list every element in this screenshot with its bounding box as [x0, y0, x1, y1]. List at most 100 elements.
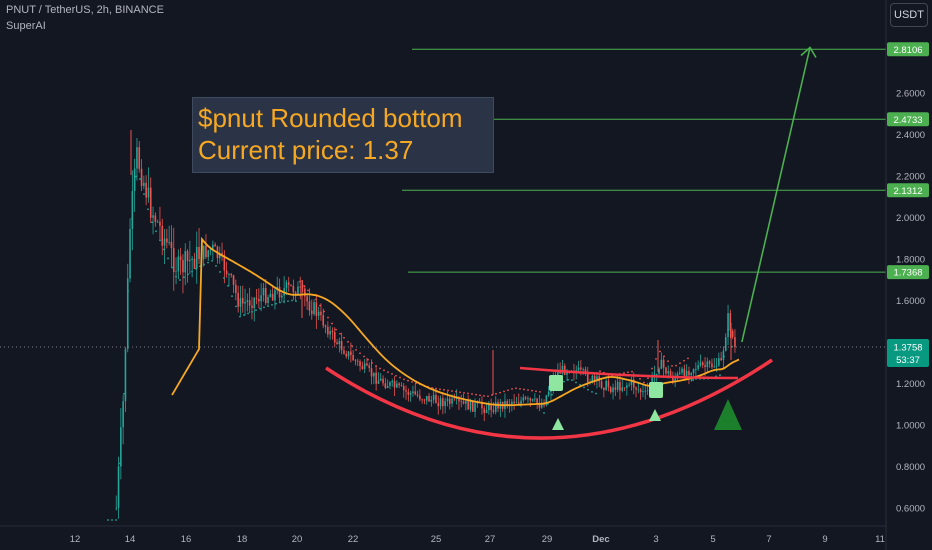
currency-button[interactable]: USDT: [890, 3, 928, 27]
candle-body: [416, 394, 419, 396]
candle-body: [674, 378, 676, 383]
candle-body: [271, 293, 274, 301]
candle-body: [161, 225, 164, 246]
trend-dot: [267, 305, 269, 308]
candle-body: [398, 383, 400, 386]
candle-body: [442, 398, 444, 407]
trend-dot: [383, 369, 385, 372]
candle-body: [152, 215, 154, 218]
candle-body: [184, 251, 187, 273]
trend-dot: [227, 284, 229, 287]
candle-body: [159, 221, 161, 226]
price-tick: 0.6000: [896, 504, 925, 515]
candle-body: [350, 351, 352, 355]
target-price-label-bg: [887, 265, 929, 280]
candle-body: [678, 372, 681, 374]
trend-dot: [567, 378, 569, 381]
candle-body: [315, 302, 318, 316]
trend-dot: [631, 370, 633, 373]
trend-dot: [723, 355, 725, 358]
trend-dot: [535, 390, 537, 393]
candle-body: [168, 241, 170, 243]
candle-body: [136, 147, 138, 169]
candle-body: [476, 402, 479, 404]
target-price-label-bg: [887, 183, 929, 198]
candle-body: [580, 367, 582, 370]
candle-body: [287, 282, 290, 285]
symbol-info[interactable]: PNUT / TetherUS, 2h, BINANCE: [6, 4, 164, 16]
candle-body: [306, 296, 308, 302]
candle-body: [232, 275, 235, 285]
candle-body: [327, 326, 329, 335]
candle-body: [223, 254, 226, 271]
target-price-label: 2.8106: [893, 45, 922, 56]
trend-dot: [331, 322, 333, 325]
trend-dot: [359, 352, 361, 355]
target-price-label-bg: [887, 42, 929, 57]
candle-body: [577, 367, 580, 371]
candle-body: [538, 403, 541, 408]
candle-body: [655, 373, 658, 375]
candle-body: [451, 398, 453, 404]
projection-arrow-head: [800, 46, 817, 58]
candle-body: [299, 286, 302, 288]
indicator-name[interactable]: SuperAI: [6, 20, 46, 32]
trend-dot: [235, 305, 237, 308]
candle-body: [628, 384, 630, 386]
annotation-box[interactable]: $pnut Rounded bottom Current price: 1.37: [192, 97, 494, 173]
trend-dot: [363, 355, 365, 358]
trend-dot: [495, 392, 497, 395]
candle-body: [246, 300, 249, 302]
rounded-bottom-curve: [325, 358, 773, 440]
candle-body: [469, 400, 472, 410]
candle-body: [458, 398, 460, 402]
candle-body: [559, 371, 561, 374]
candle-body: [143, 182, 145, 186]
candle-body: [255, 297, 258, 299]
candle-body: [370, 368, 373, 377]
candle-body: [193, 258, 196, 269]
candle-body: [437, 402, 440, 407]
candle-body: [603, 387, 605, 390]
candle-body: [301, 287, 304, 289]
trend-dot: [343, 336, 345, 339]
candle-body: [540, 404, 543, 408]
candle-body: [166, 238, 168, 243]
trend-dot: [587, 388, 589, 391]
candle-body: [338, 341, 341, 345]
candle-body: [393, 381, 396, 388]
candle-body: [444, 401, 446, 407]
candle-body: [202, 245, 205, 260]
candle-body: [177, 256, 180, 272]
candle-body: [145, 182, 147, 198]
trend-dot: [339, 332, 341, 335]
candle-body: [658, 368, 660, 374]
trend-dot: [299, 280, 301, 283]
trend-dot: [147, 208, 149, 211]
candle-body: [212, 244, 214, 250]
trend-dot: [131, 217, 133, 220]
trend-dot: [287, 300, 289, 303]
candle-body: [320, 311, 322, 316]
candle-body: [412, 391, 414, 394]
trend-dot: [471, 393, 473, 395]
trend-dot: [123, 392, 125, 395]
price-tick: 0.8000: [896, 462, 925, 473]
candle-body: [672, 376, 674, 383]
candle-body: [513, 401, 515, 404]
candle-body: [230, 273, 233, 276]
candle-countdown: 53:37: [896, 355, 920, 366]
candle-body: [467, 401, 469, 410]
candle-body: [322, 315, 325, 326]
candle-body: [471, 400, 474, 412]
trend-dot: [163, 248, 165, 251]
candle-body: [191, 258, 193, 260]
candle-body: [534, 398, 536, 400]
candle-body: [545, 395, 548, 406]
trend-dot: [203, 263, 205, 266]
trend-dot: [247, 312, 249, 315]
trend-dot: [115, 519, 117, 521]
candle-body: [324, 325, 327, 327]
trend-dot: [179, 279, 181, 281]
